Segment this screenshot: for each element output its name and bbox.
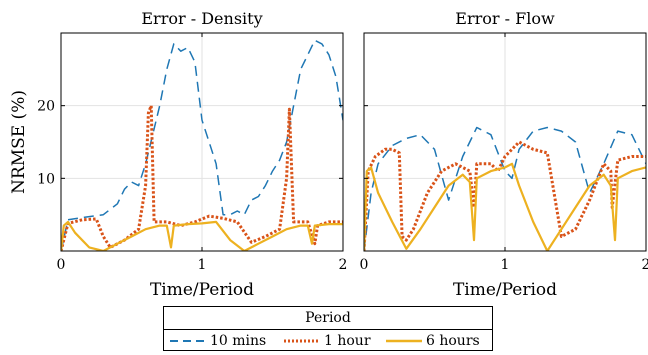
legend-title: Period xyxy=(164,307,492,330)
series-line-6-hours xyxy=(61,220,343,251)
chart-panel-2: 0 1 2 Error - Flow Time/Period xyxy=(360,9,648,300)
chart-title: Error - Density xyxy=(141,9,262,28)
x-axis-label: Time/Period xyxy=(150,280,254,300)
x-tick-label: 0 xyxy=(360,257,369,273)
x-tick-label: 1 xyxy=(501,257,510,273)
legend-label-10min: 10 mins xyxy=(210,333,267,349)
series-line-6-hours xyxy=(364,162,646,251)
y-tick-label: 20 xyxy=(37,99,55,115)
chart-panel-1: 0 1 2 10 20 Error - Density Time/Period NRMSE (… xyxy=(9,9,347,300)
legend-swatch-10min xyxy=(170,340,206,342)
legend: Period 10 mins 1 hour 6 hours xyxy=(163,306,493,351)
x-tick-label: 1 xyxy=(198,257,207,273)
series-line-1-hour xyxy=(364,140,646,251)
legend-swatch-1hour xyxy=(284,339,320,343)
x-tick-label: 2 xyxy=(339,257,348,273)
chart-title: Error - Flow xyxy=(455,9,555,28)
series-line-1-hour xyxy=(61,104,343,251)
x-tick-label: 0 xyxy=(57,257,66,273)
y-axis-label: NRMSE (%) xyxy=(9,90,29,194)
legend-entries: 10 mins 1 hour 6 hours xyxy=(164,330,492,352)
legend-label-6hours: 6 hours xyxy=(426,333,480,349)
y-tick-label: 10 xyxy=(37,171,55,187)
legend-swatch-6hours xyxy=(386,339,422,343)
legend-label-1hour: 1 hour xyxy=(324,333,371,349)
x-tick-label: 2 xyxy=(642,257,648,273)
series-line-10-mins xyxy=(61,39,343,251)
x-axis-label: Time/Period xyxy=(453,280,557,300)
